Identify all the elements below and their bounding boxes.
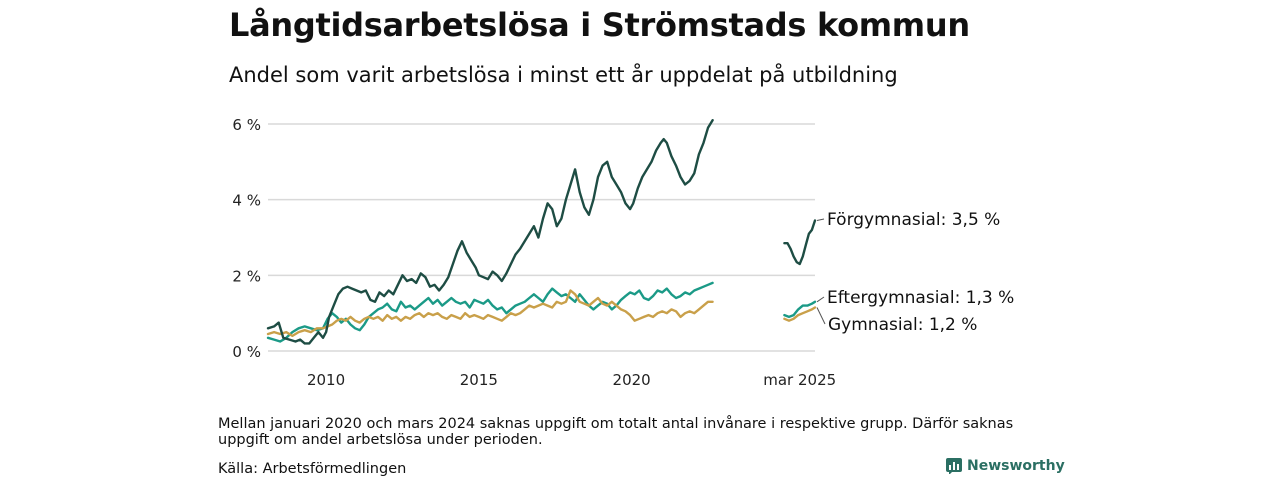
- series-lines: [266, 119, 817, 345]
- series-line-förgymnasial: [266, 119, 714, 345]
- series-end-labels: Förgymnasial: 3,5 % Eftergymnasial: 1,3 %…: [816, 210, 1014, 335]
- label-leader: [816, 296, 825, 303]
- brand-name: Newsworthy: [967, 458, 1065, 474]
- series-end-label: Eftergymnasial: 1,3 %: [827, 288, 1014, 308]
- brand-logo[interactable]: Newsworthy: [946, 458, 1065, 474]
- y-tick-label: 4 %: [232, 192, 261, 210]
- y-axis-ticks: 0 % 2 % 4 % 6 %: [232, 116, 261, 361]
- y-tick-label: 2 %: [232, 267, 261, 285]
- series-line-gymnasial: [783, 306, 817, 322]
- x-axis-ticks: 2010 2015 2020 mar 2025: [307, 371, 836, 389]
- grid-lines: [268, 123, 815, 352]
- x-tick-label: mar 2025: [763, 371, 836, 389]
- series-end-label: Gymnasial: 1,2 %: [828, 315, 977, 335]
- chart-subtitle: Andel som varit arbetslösa i minst ett å…: [229, 63, 898, 87]
- x-tick-label: 2010: [307, 371, 345, 389]
- y-tick-label: 6 %: [232, 116, 261, 134]
- label-leader: [816, 218, 825, 221]
- series-line-eftergymnasial: [783, 300, 817, 319]
- chart-title: Långtidsarbetslösa i Strömstads kommun: [229, 6, 970, 44]
- footnote: Mellan januari 2020 och mars 2024 saknas…: [218, 416, 1014, 448]
- series-line-gymnasial: [266, 289, 714, 338]
- source-text: Källa: Arbetsförmedlingen: [218, 461, 407, 477]
- series-line-förgymnasial: [783, 219, 817, 266]
- x-tick-label: 2020: [613, 371, 651, 389]
- x-tick-label: 2015: [460, 371, 498, 389]
- series-line-eftergymnasial: [266, 281, 714, 343]
- chart-bars-icon: [946, 458, 962, 474]
- label-leader: [816, 307, 826, 325]
- series-end-label: Förgymnasial: 3,5 %: [827, 210, 1000, 230]
- y-tick-label: 0 %: [232, 343, 261, 361]
